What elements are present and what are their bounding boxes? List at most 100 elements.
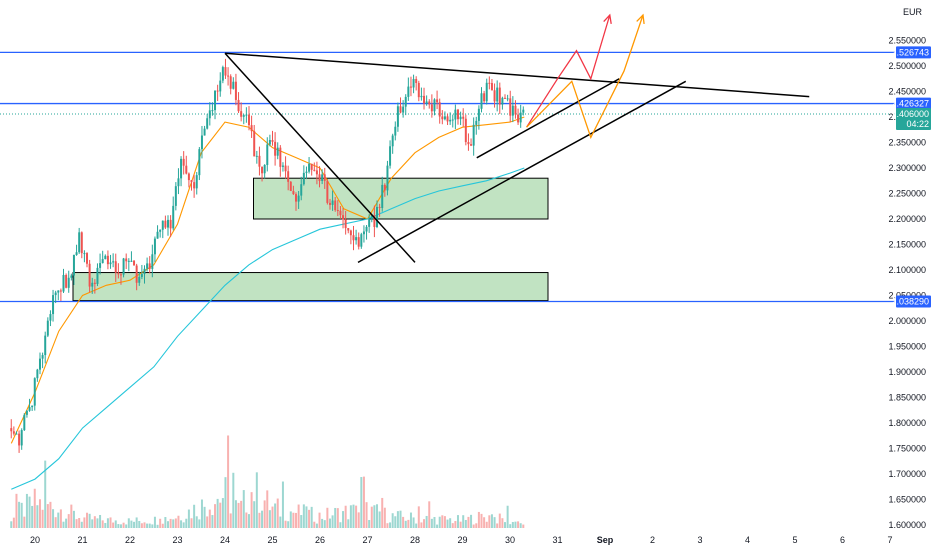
- volume-bar: [125, 524, 128, 528]
- volume-bar: [302, 504, 305, 528]
- volume-bar: [276, 498, 279, 528]
- demand-zone-2[interactable]: [72, 272, 549, 302]
- volume-bar: [62, 521, 65, 528]
- candle-body: [300, 184, 303, 196]
- candle-body: [402, 106, 405, 113]
- candle-body: [511, 105, 514, 116]
- candle-body: [336, 210, 339, 212]
- volume-bar: [156, 524, 159, 528]
- candle-body: [415, 78, 418, 83]
- candle-body: [169, 219, 172, 229]
- volume-bar: [331, 515, 334, 528]
- trendline-4[interactable]: [476, 78, 620, 159]
- trendline-3[interactable]: [357, 80, 687, 264]
- candle-body: [31, 405, 34, 408]
- candle-body: [91, 282, 94, 287]
- volume-bar: [336, 508, 339, 528]
- candle-body: [227, 75, 230, 77]
- volume-bar: [214, 504, 217, 528]
- candle-body: [127, 260, 130, 262]
- candle-body: [182, 158, 185, 166]
- volume-bar: [496, 523, 499, 528]
- candle-body: [161, 220, 164, 230]
- y-tick-label: 2.150000: [888, 240, 926, 250]
- volume-bar: [284, 520, 287, 528]
- candle-body: [334, 200, 337, 211]
- candle-body: [386, 165, 389, 191]
- volume-bar: [376, 504, 378, 528]
- candle-body: [38, 358, 41, 370]
- candle-body: [496, 87, 499, 102]
- volume-bar: [52, 509, 55, 528]
- candle-body: [20, 430, 23, 446]
- candle-body: [28, 407, 31, 411]
- candle-body: [195, 175, 198, 189]
- candle-body: [287, 171, 290, 182]
- volume-bar: [114, 520, 117, 528]
- price-level-badge-3: [896, 295, 931, 308]
- y-tick-label: 1.650000: [888, 495, 926, 505]
- candle-body: [488, 82, 491, 84]
- candle-body: [15, 433, 18, 435]
- candle-body: [365, 226, 368, 232]
- volume-bar: [206, 516, 209, 528]
- candle-body: [25, 410, 28, 415]
- projection-path-2[interactable]: [526, 14, 644, 140]
- candle-body: [122, 258, 125, 275]
- candle-body: [146, 263, 149, 269]
- volume-bar: [70, 504, 73, 528]
- volume-bar: [109, 517, 112, 528]
- volume-bar: [451, 523, 454, 528]
- trendline-1[interactable]: [224, 52, 810, 98]
- volume-bar: [373, 505, 376, 528]
- volume-bar: [195, 516, 198, 528]
- x-tick-label: 29: [457, 535, 467, 545]
- volume-bar: [308, 509, 311, 528]
- volume-bar: [96, 518, 99, 528]
- time-axis[interactable]: 20 21 22 23 24 25 26 27 28 29 30 31 Sep 2 3 4 5 6 7: [0, 532, 895, 550]
- candle-body: [339, 210, 342, 216]
- projection-arrowhead-1: [603, 13, 612, 25]
- trendline-2[interactable]: [224, 52, 416, 263]
- volume-bar: [305, 506, 308, 528]
- volume-bar: [190, 518, 193, 528]
- candle-body: [151, 254, 154, 269]
- volume-bar: [334, 507, 337, 528]
- candle-body: [279, 147, 282, 167]
- y-tick-label: 1.950000: [888, 342, 926, 352]
- x-tick-label: 22: [125, 535, 135, 545]
- volume-bar: [10, 521, 13, 528]
- price-axis-background: [895, 0, 932, 532]
- candle-body: [464, 118, 467, 143]
- candle-body: [514, 105, 517, 115]
- x-tick-label: 4: [745, 535, 750, 545]
- candle-body: [177, 178, 180, 187]
- candle-body: [185, 165, 188, 174]
- volume-bar: [428, 501, 431, 528]
- candle-body: [229, 76, 232, 89]
- candle-body: [140, 274, 143, 277]
- volume-bar: [365, 502, 368, 528]
- candle-body: [70, 275, 73, 278]
- volume-bar: [415, 523, 418, 528]
- volume-bar: [438, 516, 441, 528]
- volume-bar: [368, 520, 371, 528]
- x-tick-label: 3: [697, 535, 702, 545]
- projection-path-1[interactable]: [526, 14, 611, 128]
- candle-body: [355, 237, 358, 241]
- volume-bar: [394, 516, 397, 528]
- volume-bar: [490, 514, 493, 528]
- candle-body: [75, 252, 78, 256]
- volume-bar: [31, 505, 34, 528]
- volume-bar: [464, 519, 467, 528]
- volume-bar: [172, 519, 175, 528]
- price-level-badge-2: [896, 97, 931, 110]
- volume-bar: [420, 522, 423, 528]
- volume-bar: [86, 512, 89, 528]
- y-tick-label: 2.200000: [888, 214, 926, 224]
- price-axis[interactable]: EUR 2.5500002.5000002.4500002.4000002.35…: [888, 0, 932, 532]
- volume-bar: [57, 512, 60, 528]
- candle-body: [349, 230, 352, 236]
